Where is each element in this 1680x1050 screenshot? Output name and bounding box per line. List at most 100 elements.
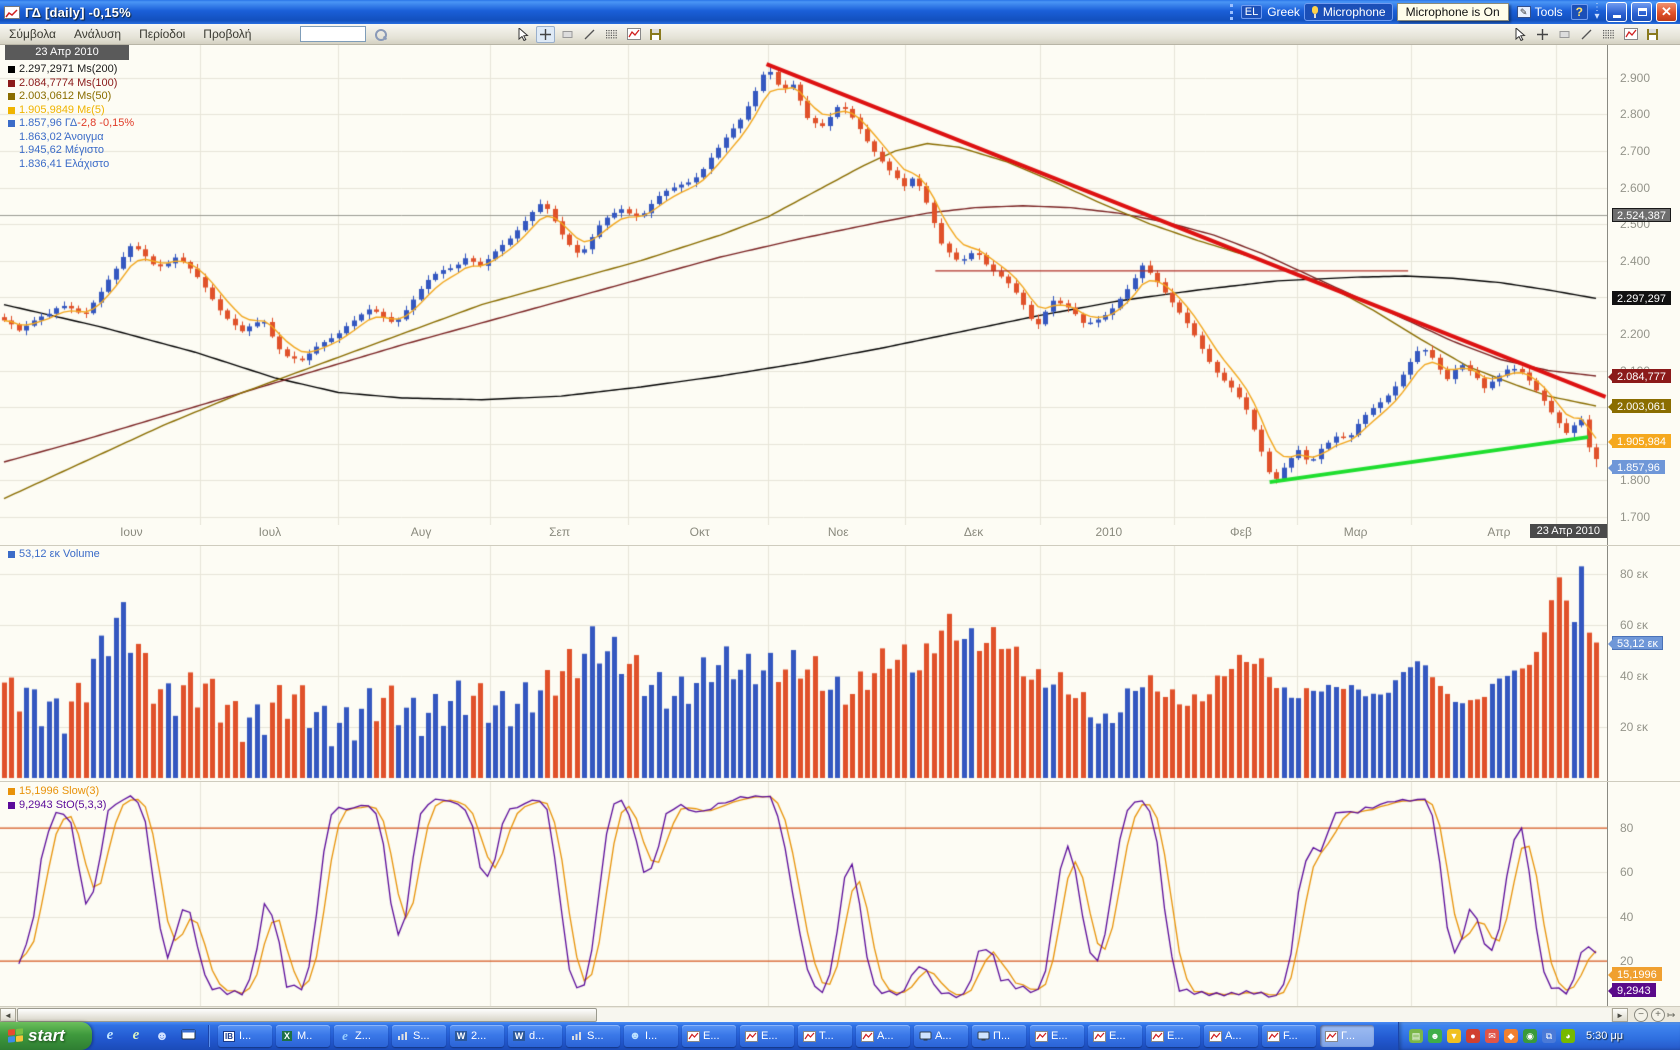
gpu-icon[interactable]: ◕ (1561, 1029, 1575, 1043)
taskbar-button-label: S... (413, 1030, 430, 1042)
taskbar-button-8[interactable]: ☻ I... (624, 1025, 678, 1047)
menu-item-1[interactable]: Σύμβολα (9, 27, 56, 41)
legend-swatch (8, 801, 15, 809)
zoom-out-button[interactable]: − (1634, 1008, 1648, 1022)
taskbar-button-11[interactable]: T... (798, 1025, 852, 1047)
symbol-search-input[interactable] (300, 26, 367, 42)
legend-text: 2.084,7774 Μs(100) (19, 76, 118, 89)
media-player-icon[interactable]: ◆ (1504, 1029, 1518, 1043)
legend-text: -2,8 -0,15% (77, 117, 135, 129)
microphone-button[interactable]: Microphone (1303, 3, 1393, 21)
taskbar-button-4[interactable]: S... (392, 1025, 446, 1047)
taskbar-button-10[interactable]: E... (740, 1025, 794, 1047)
desktop-icon[interactable] (178, 1025, 198, 1045)
price-tick-label: 1.700 (1620, 509, 1651, 524)
chart-tool-icon[interactable] (624, 26, 643, 43)
chart-area: 23 Απρ 2010 2.297,2971 Μs(200) 2.084,7774… (0, 45, 1680, 1006)
taskbar-button-label: T... (819, 1030, 834, 1042)
language-name[interactable]: Greek (1267, 5, 1300, 19)
taskbar-button-19[interactable]: F... (1262, 1025, 1316, 1047)
speech-tools-button[interactable]: ✎ Tools (1513, 5, 1567, 19)
security-shield-icon[interactable]: ▼ (1447, 1029, 1461, 1043)
scrollbar-thumb[interactable] (17, 1008, 597, 1022)
close-button[interactable]: ✕ (1656, 2, 1677, 22)
price-tick-label: 2.200 (1620, 326, 1651, 341)
horizontal-scrollbar[interactable]: ◄ ► − + ↦ (0, 1006, 1680, 1022)
crosshair-tool-icon[interactable] (1533, 26, 1552, 43)
volume-chart-canvas[interactable] (0, 546, 1607, 780)
panel-separator (0, 545, 1680, 546)
grid-tool-icon[interactable] (602, 26, 621, 43)
taskbar-button-label: F... (1283, 1030, 1298, 1042)
save-icon[interactable] (1643, 26, 1662, 43)
taskbar-button-label: Z... (355, 1030, 371, 1042)
grid-tool-icon[interactable] (1599, 26, 1618, 43)
cd-burner-icon[interactable]: ● (1466, 1029, 1480, 1043)
network-icon[interactable]: ⧉ (1542, 1029, 1556, 1043)
taskbar-button-label: E... (703, 1030, 720, 1042)
scroll-left-button[interactable]: ◄ (0, 1008, 16, 1022)
taskbar-button-20[interactable]: Γ... (1320, 1025, 1374, 1047)
window-titlebar[interactable]: ΓΔ [daily] -0,15% EL Greek Microphone Mi… (0, 0, 1680, 24)
trendline-tool-icon[interactable] (580, 26, 599, 43)
antispyware-icon[interactable]: ◉ (1523, 1029, 1537, 1043)
language-indicator[interactable]: EL (1240, 5, 1263, 19)
price-value-box: 2.524,387 (1612, 208, 1671, 223)
cursor-tool-icon[interactable] (1511, 26, 1530, 43)
app-chart-icon (4, 5, 20, 19)
start-button[interactable]: start (0, 1022, 92, 1050)
price-chart-canvas[interactable] (0, 45, 1607, 525)
taskbar-clock[interactable]: 5:30 μμ (1586, 1030, 1624, 1042)
taskbar-button-1[interactable]: IB I... (218, 1025, 272, 1047)
taskbar-button-14[interactable]: Π... (972, 1025, 1026, 1047)
langbar-help-button[interactable]: ? (1570, 4, 1588, 20)
mail-icon[interactable]: ✉ (1485, 1029, 1499, 1043)
legend-text: 1.836,41 Ελάχιστο (19, 157, 110, 170)
stoch-legend-row-2: 9,2943 StO(5,3,3) (8, 799, 106, 813)
x-axis-label: Μαρ (1343, 525, 1368, 539)
cursor-tool-icon[interactable] (514, 26, 533, 43)
x-axis-label: Δεκ (963, 525, 984, 539)
scroll-right-button[interactable]: ► (1612, 1008, 1628, 1022)
save-icon[interactable] (646, 26, 665, 43)
legend-row-2: 2.084,7774 Μs(100) (8, 77, 134, 91)
taskbar-button-5[interactable]: W 2... (450, 1025, 504, 1047)
messenger-user-icon[interactable]: ☻ (1428, 1029, 1442, 1043)
fit-extent-button[interactable]: ↦ (1667, 1010, 1676, 1021)
browser-icon[interactable]: e (132, 1026, 140, 1043)
taskbar-button-12[interactable]: A... (856, 1025, 910, 1047)
region-tool-icon[interactable] (558, 26, 577, 43)
taskbar-button-7[interactable]: S... (566, 1025, 620, 1047)
taskbar-button-15[interactable]: E... (1030, 1025, 1084, 1047)
taskbar-button-17[interactable]: E... (1146, 1025, 1200, 1047)
stochastic-chart-canvas[interactable] (0, 782, 1607, 1006)
chart-tool-icon[interactable] (1621, 26, 1640, 43)
taskbar-button-2[interactable]: X M.. (276, 1025, 330, 1047)
ie-icon[interactable]: e (106, 1026, 114, 1043)
price-tick-label: 1.800 (1620, 473, 1651, 488)
crosshair-tool-icon[interactable] (536, 25, 555, 43)
messenger-icon[interactable]: ☻ (155, 1027, 169, 1043)
menu-item-4[interactable]: Προβολή (203, 27, 252, 41)
taskbar-button-9[interactable]: E... (682, 1025, 736, 1047)
removable-device-icon[interactable]: ▤ (1409, 1029, 1423, 1043)
chart-icon (802, 1029, 816, 1043)
taskbar-button-13[interactable]: A... (914, 1025, 968, 1047)
zoom-in-button[interactable]: + (1651, 1008, 1665, 1022)
restore-button[interactable] (1631, 2, 1652, 22)
minimize-button[interactable] (1606, 2, 1627, 22)
region-tool-icon[interactable] (1555, 26, 1574, 43)
legend-text: 1.863,02 Άνοιγμα (19, 130, 104, 143)
langbar-options-icon[interactable]: ⋮ ▾ (1592, 2, 1602, 22)
search-icon[interactable] (374, 28, 388, 41)
taskbar-button-3[interactable]: e Z... (334, 1025, 388, 1047)
langbar-grip[interactable] (1229, 4, 1234, 20)
chart-icon (1034, 1029, 1048, 1043)
taskbar-button-18[interactable]: A... (1204, 1025, 1258, 1047)
menu-item-3[interactable]: Περίοδοι (139, 27, 186, 41)
microphone-icon (1311, 6, 1319, 18)
trendline-tool-icon[interactable] (1577, 26, 1596, 43)
taskbar-button-16[interactable]: E... (1088, 1025, 1142, 1047)
menu-item-2[interactable]: Ανάλυση (74, 27, 122, 41)
